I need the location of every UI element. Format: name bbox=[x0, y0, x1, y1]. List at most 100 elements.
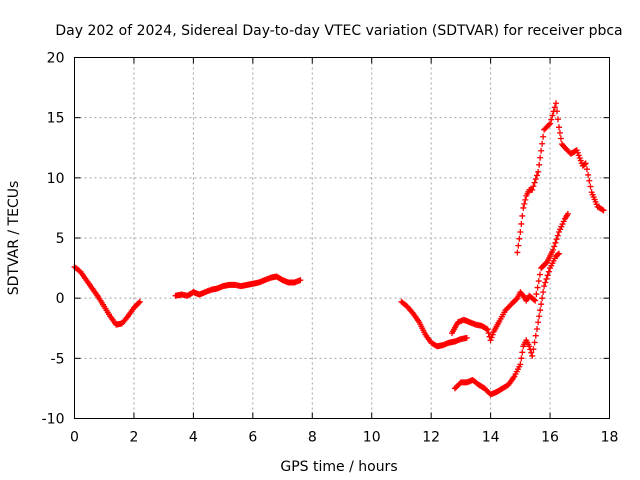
data-point bbox=[513, 296, 520, 303]
x-tick-label: 2 bbox=[129, 430, 138, 446]
data-point bbox=[485, 330, 492, 337]
y-tick-label: -10 bbox=[42, 412, 65, 428]
data-point bbox=[487, 337, 494, 344]
data-point bbox=[583, 166, 590, 173]
data-point bbox=[520, 204, 527, 211]
data-point bbox=[553, 100, 559, 107]
data-point bbox=[599, 206, 606, 213]
data-point bbox=[553, 108, 560, 115]
data-point bbox=[557, 135, 564, 142]
data-point bbox=[538, 147, 545, 154]
data-point bbox=[533, 325, 540, 332]
y-tick-label: 5 bbox=[56, 231, 65, 247]
data-point bbox=[484, 326, 491, 333]
series-pass-2 bbox=[172, 273, 304, 299]
data-point bbox=[549, 112, 556, 119]
series-pass-1 bbox=[71, 263, 143, 328]
data-point bbox=[518, 355, 525, 362]
data-point bbox=[135, 299, 142, 306]
data-point bbox=[532, 332, 539, 339]
data-point bbox=[552, 239, 559, 246]
data-point bbox=[535, 319, 542, 326]
x-tick-label: 18 bbox=[601, 430, 619, 446]
x-tick-label: 8 bbox=[308, 430, 317, 446]
data-point bbox=[536, 313, 543, 320]
data-point bbox=[581, 161, 588, 168]
x-tick-label: 4 bbox=[189, 430, 198, 446]
data-point bbox=[519, 212, 526, 219]
data-point bbox=[522, 196, 529, 203]
data-point bbox=[536, 271, 543, 278]
data-point bbox=[545, 268, 552, 275]
data-point bbox=[587, 183, 594, 190]
y-tick-label: 0 bbox=[56, 291, 65, 307]
data-point bbox=[532, 297, 539, 304]
x-tick-label: 16 bbox=[541, 430, 559, 446]
x-tick-label: 12 bbox=[422, 430, 440, 446]
data-point bbox=[518, 220, 525, 227]
data-point bbox=[514, 249, 521, 256]
data-point bbox=[533, 172, 540, 179]
data-point bbox=[542, 279, 549, 286]
data-point bbox=[551, 243, 558, 250]
data-point bbox=[489, 331, 496, 338]
data-point bbox=[532, 176, 539, 183]
data-point bbox=[533, 291, 540, 298]
data-point bbox=[537, 307, 544, 314]
axis-ticks: 0 2 4 6 8 10 12 14 16 18 -10 -5 0 5 10 15 20 bbox=[42, 51, 619, 446]
data-point bbox=[545, 121, 552, 128]
data-point bbox=[536, 161, 543, 168]
chart-title: Day 202 of 2024, Sidereal Day-to-day VTE… bbox=[55, 23, 622, 39]
data-point bbox=[543, 275, 550, 282]
data-point bbox=[541, 283, 548, 290]
x-axis-label: GPS time / hours bbox=[280, 459, 397, 475]
data-point bbox=[515, 242, 522, 249]
y-tick-label: -5 bbox=[51, 351, 65, 367]
data-point bbox=[539, 295, 546, 302]
data-point bbox=[547, 120, 554, 127]
y-tick-label: 15 bbox=[47, 111, 65, 127]
data-point bbox=[539, 140, 546, 147]
data-point bbox=[531, 179, 538, 186]
data-point bbox=[535, 168, 542, 175]
data-point bbox=[297, 277, 304, 284]
series-pass-6 bbox=[514, 100, 607, 256]
data-point bbox=[538, 301, 545, 308]
data-point bbox=[600, 207, 607, 214]
data-point bbox=[540, 289, 547, 296]
data-point bbox=[528, 349, 535, 356]
y-tick-label: 10 bbox=[47, 171, 65, 187]
data-point bbox=[517, 361, 524, 368]
data-series bbox=[71, 100, 607, 398]
data-point bbox=[488, 334, 495, 341]
y-tick-label: 20 bbox=[47, 51, 65, 67]
data-point bbox=[564, 210, 571, 217]
data-point bbox=[531, 296, 538, 303]
data-point bbox=[517, 228, 524, 235]
data-point bbox=[586, 177, 593, 184]
data-point bbox=[521, 200, 528, 207]
data-point bbox=[553, 236, 560, 243]
data-point bbox=[531, 339, 538, 346]
data-point bbox=[535, 278, 542, 285]
data-point bbox=[540, 133, 547, 140]
series-pass-4 bbox=[448, 210, 571, 344]
data-point bbox=[534, 284, 541, 291]
data-point bbox=[516, 235, 523, 242]
series-pass-5 bbox=[451, 250, 562, 398]
x-tick-label: 0 bbox=[70, 430, 79, 446]
data-point bbox=[550, 247, 557, 254]
data-point bbox=[529, 352, 536, 359]
data-point bbox=[554, 251, 561, 258]
data-point bbox=[544, 272, 551, 279]
x-tick-label: 6 bbox=[248, 430, 257, 446]
data-point bbox=[555, 250, 562, 257]
data-point bbox=[555, 124, 562, 131]
data-point bbox=[551, 104, 558, 111]
data-point bbox=[530, 183, 537, 190]
x-tick-label: 14 bbox=[482, 430, 500, 446]
data-point bbox=[519, 349, 526, 356]
data-point bbox=[556, 129, 563, 136]
data-point bbox=[136, 298, 143, 305]
